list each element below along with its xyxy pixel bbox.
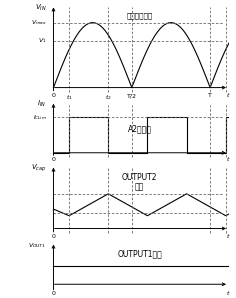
- Text: 0: 0: [51, 93, 55, 98]
- Text: t: t: [226, 93, 229, 98]
- Text: $I_{IN}$: $I_{IN}$: [37, 99, 46, 109]
- Text: T: T: [208, 93, 212, 98]
- Text: 输出: 输出: [135, 182, 144, 191]
- Text: OUTPUT1输出: OUTPUT1输出: [117, 249, 162, 258]
- Text: $V_{cap}$: $V_{cap}$: [31, 162, 46, 174]
- Text: 交流电压输入: 交流电压输入: [126, 13, 153, 19]
- Text: $t_2$: $t_2$: [105, 93, 112, 102]
- Text: OUTPUT2: OUTPUT2: [122, 173, 157, 182]
- Text: $t_1$: $t_1$: [66, 93, 72, 102]
- Text: A2的输出: A2的输出: [128, 125, 152, 134]
- Text: t: t: [226, 234, 229, 239]
- Text: t: t: [226, 157, 229, 162]
- Text: $V_{OUT1}$: $V_{OUT1}$: [29, 241, 46, 250]
- Text: 0: 0: [51, 234, 55, 239]
- Text: $V_1$: $V_1$: [38, 36, 46, 45]
- Text: $V_{IN}$: $V_{IN}$: [35, 3, 46, 13]
- Text: $I_{CLim}$: $I_{CLim}$: [33, 113, 46, 122]
- Text: t: t: [226, 291, 229, 296]
- Text: T/2: T/2: [127, 93, 137, 98]
- Text: 0: 0: [51, 291, 55, 296]
- Text: $V_{max}$: $V_{max}$: [31, 18, 46, 27]
- Text: 0: 0: [51, 157, 55, 162]
